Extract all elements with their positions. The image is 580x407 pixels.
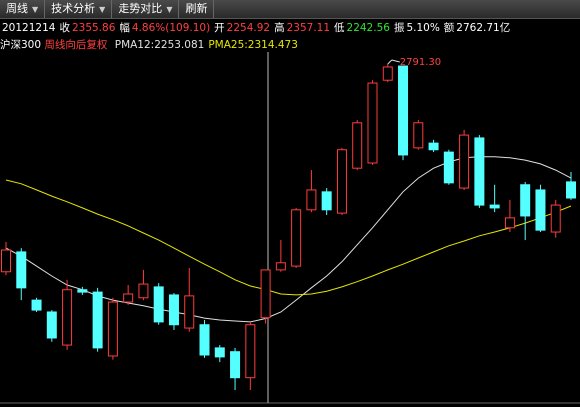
quote-label: 开 [214, 22, 225, 34]
quote-value: 2242.56 [346, 22, 390, 34]
candle-body [443, 151, 454, 184]
candle-body [321, 191, 332, 211]
toolbar: 周线 ▼ 技术分析 ▼ 走势对比 ▼ 刷新 [0, 0, 580, 19]
candle-body [428, 142, 439, 151]
candle-body [62, 289, 73, 346]
quote-value: 4.86%(109.10) [131, 22, 211, 34]
quote-value: 2762.71亿 [456, 22, 511, 34]
candle-body [413, 122, 424, 149]
dropdown-arrow: ▼ [32, 5, 39, 14]
quote-value: 5.10% [406, 22, 440, 34]
candle-body [306, 189, 317, 211]
candle-body [382, 66, 393, 81]
high-annotation: 2791.30 [400, 57, 441, 68]
quote-label: 高 [274, 22, 285, 34]
annotation-arrow [387, 59, 400, 65]
candle-body [31, 299, 42, 311]
candle-body [245, 324, 256, 379]
candle-body [16, 251, 27, 289]
candle-body [550, 204, 561, 233]
toolbar-button[interactable]: 走势对比 ▼ [112, 0, 180, 18]
candle-body [474, 137, 485, 206]
quote-line: 20121214 收 2355.86 幅 4.86%(109.10) 开 2254.92 高 2… [2, 20, 514, 35]
candle-body [520, 184, 531, 217]
candle-body [336, 149, 347, 214]
quote-value: 20121214 [2, 22, 56, 34]
quote-value: 2254.92 [226, 22, 271, 34]
candle-body [352, 122, 363, 169]
candle-body [260, 269, 271, 319]
candle-body [184, 295, 195, 329]
toolbar-button[interactable]: 周线 ▼ [0, 0, 46, 18]
candle-body [199, 324, 210, 356]
candle-body [168, 294, 179, 326]
candle-body [1, 249, 11, 273]
candle-body [275, 262, 286, 271]
candle-body [46, 311, 57, 339]
quote-value: 2357.11 [286, 22, 331, 34]
candle-body [214, 347, 225, 358]
toolbar-button[interactable]: 技术分析 ▼ [45, 0, 113, 18]
quote-label: 收 [59, 22, 70, 34]
candle-body [138, 283, 149, 299]
quote-label: 低 [334, 22, 345, 34]
candle-body [535, 189, 546, 231]
candle-body [107, 301, 118, 357]
dropdown-arrow: ▼ [99, 5, 106, 14]
candle-body [566, 181, 576, 199]
quote-label: 振 [393, 22, 405, 34]
candle-body [153, 286, 164, 323]
legend-entry: PMA12:2253.081 [114, 39, 205, 51]
quote-value: 2355.86 [71, 22, 116, 34]
ma-line [5, 156, 572, 323]
candle-body [489, 204, 500, 209]
legend-entry: PMA25:2314.473 [208, 39, 298, 51]
period-label: 周线向后复权 [44, 39, 108, 51]
candle-body [230, 351, 241, 379]
toolbar-button[interactable]: 刷新 [179, 0, 215, 18]
quote-label: 幅 [119, 22, 130, 34]
candle-body [291, 209, 302, 267]
candle-body [123, 293, 134, 303]
quote-label: 额 [443, 22, 455, 34]
candle-body [92, 291, 103, 349]
candle-body [367, 82, 378, 164]
candle-body [459, 134, 470, 189]
dropdown-arrow: ▼ [166, 5, 173, 14]
candle-body [398, 65, 409, 156]
candle-body [504, 217, 515, 229]
legend: 沪深300 周线向后复权 PMA12:2253.081 PMA25:2314.47… [0, 37, 298, 52]
ma-line [5, 179, 572, 296]
candle-body [77, 289, 88, 293]
index-name: 沪深300 [0, 39, 42, 51]
